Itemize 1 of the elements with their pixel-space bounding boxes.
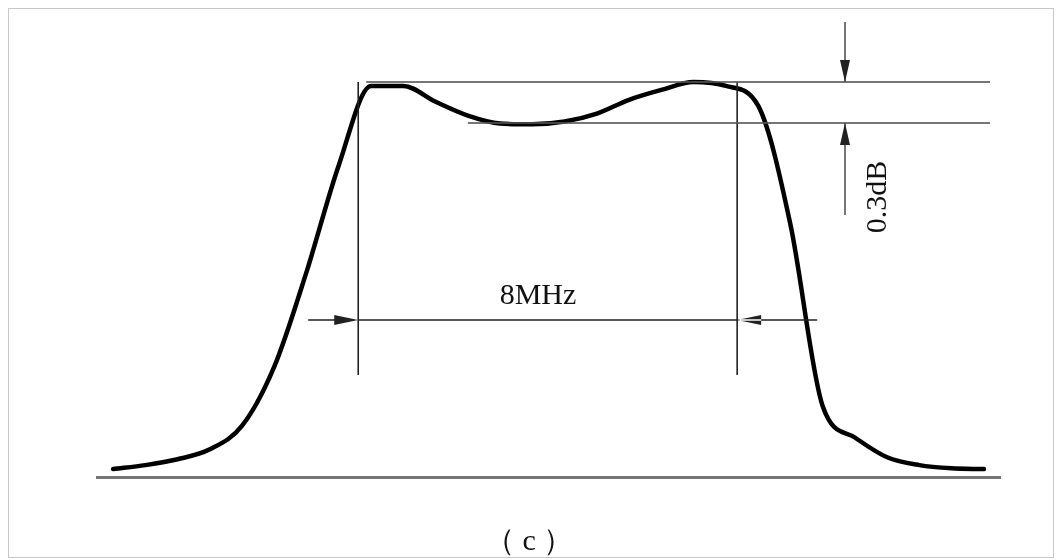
text: （ c ） (485, 522, 574, 558)
